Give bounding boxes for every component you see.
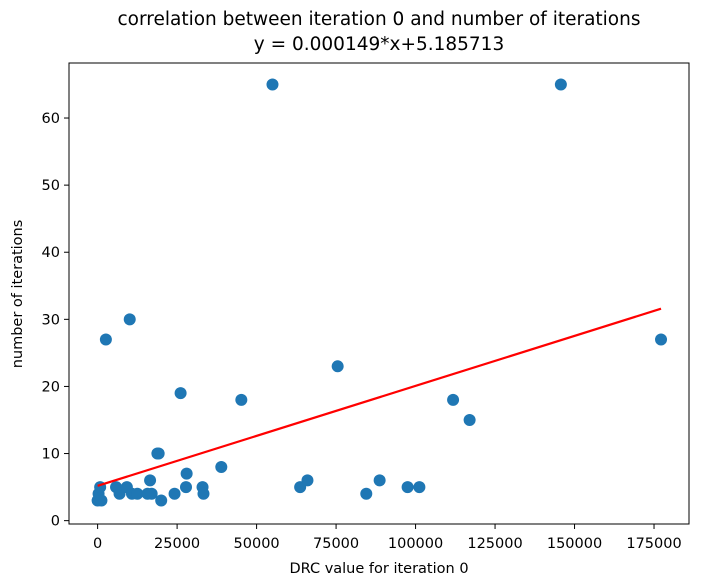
data-point — [360, 487, 373, 500]
data-point — [155, 494, 168, 507]
y-tick-label: 10 — [42, 447, 60, 463]
x-tick-label: 0 — [93, 536, 102, 552]
chart-subtitle: y = 0.000149*x+5.185713 — [254, 34, 504, 55]
y-tick-label: 40 — [42, 245, 60, 261]
plot-frame — [68, 62, 690, 525]
x-tick-label: 125000 — [467, 536, 522, 552]
y-tick-label: 30 — [42, 312, 60, 328]
chart-title: correlation between iteration 0 and numb… — [118, 9, 641, 30]
data-point — [180, 481, 193, 494]
data-point — [174, 387, 187, 400]
data-point — [301, 474, 314, 487]
data-point — [331, 360, 344, 373]
data-point — [131, 487, 144, 500]
x-tick-label: 75000 — [313, 536, 359, 552]
data-point — [152, 447, 165, 460]
data-point — [463, 413, 476, 426]
data-point — [655, 333, 668, 346]
x-tick-label: 100000 — [388, 536, 443, 552]
data-point — [145, 487, 158, 500]
data-point — [95, 494, 108, 507]
x-tick-label: 50000 — [234, 536, 280, 552]
y-tick-label: 20 — [42, 379, 60, 395]
y-axis: 0 10 20 30 40 50 60 — [42, 111, 69, 530]
regression-line — [97, 307, 662, 487]
data-point — [373, 474, 386, 487]
x-tick-label: 150000 — [547, 536, 602, 552]
data-point — [144, 474, 157, 487]
data-point — [215, 460, 228, 473]
data-point — [168, 487, 181, 500]
x-tick-label: 25000 — [154, 536, 200, 552]
data-point — [197, 487, 210, 500]
y-tick-label: 0 — [51, 514, 60, 530]
plot-area — [91, 78, 668, 507]
data-point — [99, 333, 112, 346]
data-point — [413, 481, 426, 494]
data-point — [401, 481, 414, 494]
y-tick-label: 60 — [42, 111, 60, 127]
data-point — [123, 313, 136, 326]
data-point — [266, 78, 279, 91]
x-axis-label: DRC value for iteration 0 — [289, 561, 468, 577]
y-axis-label: number of iterations — [10, 220, 26, 369]
data-point — [447, 393, 460, 406]
x-axis: 0 25000 50000 75000 100000 125000 150000 175000 — [93, 524, 682, 552]
data-point — [180, 467, 193, 480]
y-tick-label: 50 — [42, 178, 60, 194]
data-point — [235, 393, 248, 406]
x-tick-label: 175000 — [626, 536, 681, 552]
data-point — [554, 78, 567, 91]
